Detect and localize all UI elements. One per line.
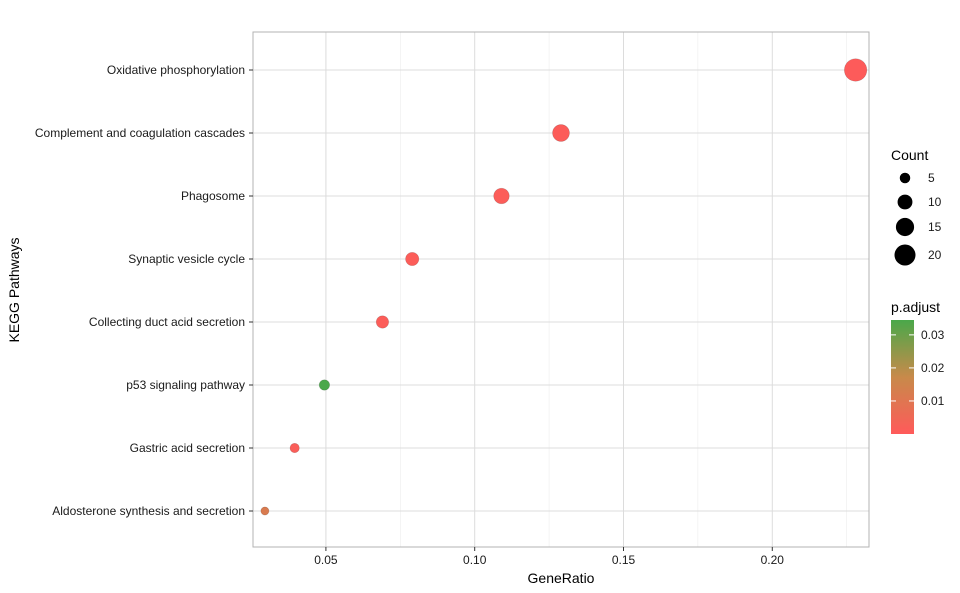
data-point: [318, 379, 330, 391]
y-tick-label: Synaptic vesicle cycle: [128, 252, 245, 266]
count-legend-key: [897, 194, 913, 210]
p-adjust-legend: p.adjust 0.01 0.02 0.03: [891, 299, 945, 434]
y-tick-label: Phagosome: [181, 189, 245, 203]
x-axis-title: GeneRatio: [528, 570, 595, 586]
count-legend-label: 5: [928, 171, 935, 185]
count-legend-label: 10: [928, 195, 942, 209]
data-point: [844, 58, 868, 82]
x-axis-ticks: 0.05 0.10 0.15 0.20: [314, 547, 784, 567]
count-legend-title: Count: [891, 147, 928, 163]
data-point: [552, 124, 570, 142]
count-legend-label: 15: [928, 220, 942, 234]
data-point: [260, 506, 270, 516]
data-point: [405, 252, 420, 266]
y-axis-title: KEGG Pathways: [6, 237, 22, 342]
y-tick-label: p53 signaling pathway: [126, 378, 245, 392]
colorbar-tick-label: 0.01: [921, 394, 945, 408]
x-tick-label: 0.15: [612, 553, 636, 567]
grid-lines: [253, 32, 869, 547]
count-legend-key: [894, 244, 916, 266]
data-point: [375, 315, 389, 329]
plot-panel: [253, 32, 869, 547]
y-tick-label: Aldosterone synthesis and secretion: [52, 504, 245, 518]
x-tick-label: 0.10: [463, 553, 487, 567]
y-tick-label: Oxidative phosphorylation: [107, 63, 245, 77]
count-legend-items: 5 10 15 20: [894, 171, 942, 266]
x-tick-label: 0.20: [761, 553, 785, 567]
count-legend: Count 5 10 15 20: [891, 147, 942, 266]
colorbar-tick-label: 0.02: [921, 361, 945, 375]
plot-border: [252, 31, 870, 548]
colorbar-tick-label: 0.03: [921, 328, 945, 342]
count-legend-label: 20: [928, 248, 942, 262]
y-tick-label: Complement and coagulation cascades: [35, 126, 245, 140]
data-points: [260, 58, 868, 516]
data-point: [493, 187, 510, 205]
y-tick-label: Gastric acid secretion: [130, 441, 245, 455]
y-axis-ticks: Oxidative phosphorylation Complement and …: [35, 63, 253, 518]
data-point: [289, 442, 300, 453]
x-tick-label: 0.05: [314, 553, 338, 567]
p-adjust-legend-ticks: 0.01 0.02 0.03: [891, 328, 945, 408]
count-legend-key: [895, 217, 915, 237]
p-adjust-legend-title: p.adjust: [891, 299, 940, 315]
count-legend-key: [899, 172, 911, 184]
y-tick-label: Collecting duct acid secretion: [89, 315, 245, 329]
p-adjust-colorbar: [891, 320, 914, 434]
